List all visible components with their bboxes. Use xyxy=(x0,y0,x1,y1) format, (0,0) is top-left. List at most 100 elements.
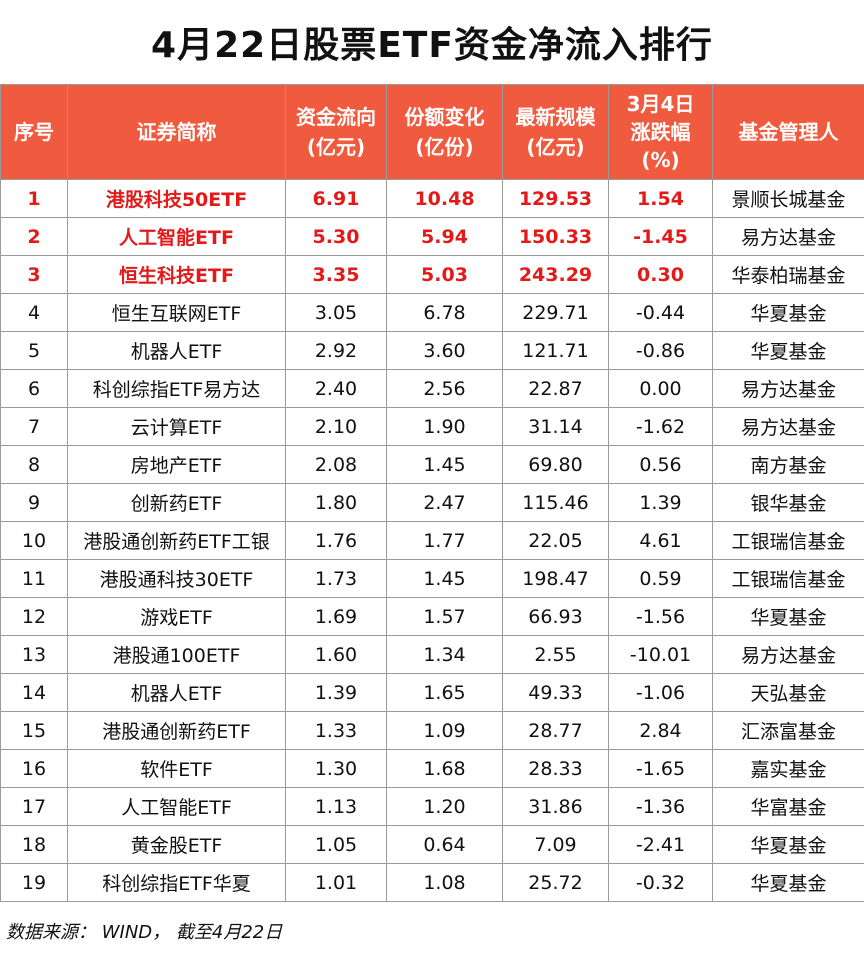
cell-seq: 17 xyxy=(0,787,68,826)
cell-seq: 12 xyxy=(0,597,68,636)
cell-manager: 工银瑞信基金 xyxy=(712,559,864,598)
cell-seq: 1 xyxy=(0,179,68,218)
cell-change: -1.36 xyxy=(608,787,713,826)
cell-scale: 28.77 xyxy=(502,711,609,750)
cell-scale: 121.71 xyxy=(502,331,609,370)
cell-scale: 115.46 xyxy=(502,483,609,522)
cell-flow: 2.08 xyxy=(285,445,387,484)
cell-name: 黄金股ETF xyxy=(67,825,286,864)
cell-share: 1.90 xyxy=(386,407,503,446)
cell-share: 3.60 xyxy=(386,331,503,370)
cell-share: 1.34 xyxy=(386,635,503,674)
cell-share: 1.20 xyxy=(386,787,503,826)
cell-change: 0.00 xyxy=(608,369,713,408)
cell-name: 创新药ETF xyxy=(67,483,286,522)
cell-share: 5.94 xyxy=(386,217,503,256)
table-row: 2 人工智能ETF 5.30 5.94 150.33 -1.45 易方达基金 xyxy=(0,217,864,256)
cell-manager: 华夏基金 xyxy=(712,331,864,370)
table-row: 9 创新药ETF 1.80 2.47 115.46 1.39 银华基金 xyxy=(0,483,864,522)
source-note: 数据来源： WIND， 截至4月22日 xyxy=(6,922,283,943)
header-change: 3月4日 涨跌幅 (%) xyxy=(608,84,713,180)
cell-name: 港股通创新药ETF工银 xyxy=(67,521,286,560)
cell-change: 1.39 xyxy=(608,483,713,522)
cell-flow: 1.60 xyxy=(285,635,387,674)
cell-seq: 3 xyxy=(0,255,68,294)
cell-manager: 易方达基金 xyxy=(712,407,864,446)
cell-name: 科创综指ETF华夏 xyxy=(67,863,286,902)
cell-scale: 229.71 xyxy=(502,293,609,332)
cell-name: 人工智能ETF xyxy=(67,787,286,826)
cell-scale: 22.05 xyxy=(502,521,609,560)
cell-seq: 14 xyxy=(0,673,68,712)
cell-share: 10.48 xyxy=(386,179,503,218)
cell-manager: 易方达基金 xyxy=(712,635,864,674)
cell-flow: 1.33 xyxy=(285,711,387,750)
cell-seq: 10 xyxy=(0,521,68,560)
cell-share: 1.45 xyxy=(386,559,503,598)
cell-name: 港股通创新药ETF xyxy=(67,711,286,750)
cell-change: -0.32 xyxy=(608,863,713,902)
cell-change: -1.62 xyxy=(608,407,713,446)
cell-change: -1.56 xyxy=(608,597,713,636)
cell-flow: 1.01 xyxy=(285,863,387,902)
table-row: 7 云计算ETF 2.10 1.90 31.14 -1.62 易方达基金 xyxy=(0,407,864,446)
table-row: 10 港股通创新药ETF工银 1.76 1.77 22.05 4.61 工银瑞信基金 xyxy=(0,521,864,560)
cell-flow: 1.73 xyxy=(285,559,387,598)
cell-manager: 天弘基金 xyxy=(712,673,864,712)
cell-flow: 3.05 xyxy=(285,293,387,332)
cell-change: 1.54 xyxy=(608,179,713,218)
cell-name: 恒生互联网ETF xyxy=(67,293,286,332)
table-row: 19 科创综指ETF华夏 1.01 1.08 25.72 -0.32 华夏基金 xyxy=(0,863,864,902)
cell-seq: 19 xyxy=(0,863,68,902)
cell-share: 5.03 xyxy=(386,255,503,294)
cell-seq: 8 xyxy=(0,445,68,484)
cell-share: 1.08 xyxy=(386,863,503,902)
cell-change: -2.41 xyxy=(608,825,713,864)
table-row: 11 港股通科技30ETF 1.73 1.45 198.47 0.59 工银瑞信基金 xyxy=(0,559,864,598)
cell-flow: 6.91 xyxy=(285,179,387,218)
cell-seq: 13 xyxy=(0,635,68,674)
cell-share: 2.56 xyxy=(386,369,503,408)
cell-name: 云计算ETF xyxy=(67,407,286,446)
cell-manager: 华夏基金 xyxy=(712,293,864,332)
cell-name: 人工智能ETF xyxy=(67,217,286,256)
cell-seq: 4 xyxy=(0,293,68,332)
cell-share: 1.77 xyxy=(386,521,503,560)
table-row: 6 科创综指ETF易方达 2.40 2.56 22.87 0.00 易方达基金 xyxy=(0,369,864,408)
cell-seq: 18 xyxy=(0,825,68,864)
cell-change: 2.84 xyxy=(608,711,713,750)
cell-seq: 11 xyxy=(0,559,68,598)
cell-flow: 3.35 xyxy=(285,255,387,294)
cell-flow: 1.39 xyxy=(285,673,387,712)
cell-share: 0.64 xyxy=(386,825,503,864)
cell-change: -0.86 xyxy=(608,331,713,370)
cell-manager: 华泰柏瑞基金 xyxy=(712,255,864,294)
table-row: 13 港股通100ETF 1.60 1.34 2.55 -10.01 易方达基金 xyxy=(0,635,864,674)
cell-change: -0.44 xyxy=(608,293,713,332)
cell-flow: 1.30 xyxy=(285,749,387,788)
cell-share: 1.65 xyxy=(386,673,503,712)
cell-manager: 景顺长城基金 xyxy=(712,179,864,218)
table-header-row: 序号 证券简称 资金流向 (亿元) 份额变化 (亿份) 最新规模 (亿元) 3月… xyxy=(0,84,864,180)
cell-scale: 66.93 xyxy=(502,597,609,636)
cell-scale: 49.33 xyxy=(502,673,609,712)
cell-manager: 华夏基金 xyxy=(712,863,864,902)
cell-scale: 129.53 xyxy=(502,179,609,218)
cell-name: 港股科技50ETF xyxy=(67,179,286,218)
cell-scale: 22.87 xyxy=(502,369,609,408)
page-title: 4月22日股票ETF资金净流入排行 xyxy=(151,25,713,66)
cell-scale: 243.29 xyxy=(502,255,609,294)
cell-change: -1.45 xyxy=(608,217,713,256)
cell-flow: 1.76 xyxy=(285,521,387,560)
table-row: 14 机器人ETF 1.39 1.65 49.33 -1.06 天弘基金 xyxy=(0,673,864,712)
header-flow: 资金流向 (亿元) xyxy=(285,84,387,180)
header-name: 证券简称 xyxy=(67,84,286,180)
cell-seq: 2 xyxy=(0,217,68,256)
table-row: 12 游戏ETF 1.69 1.57 66.93 -1.56 华夏基金 xyxy=(0,597,864,636)
cell-flow: 5.30 xyxy=(285,217,387,256)
cell-manager: 华夏基金 xyxy=(712,597,864,636)
cell-flow: 2.10 xyxy=(285,407,387,446)
cell-manager: 华夏基金 xyxy=(712,825,864,864)
cell-scale: 198.47 xyxy=(502,559,609,598)
cell-seq: 9 xyxy=(0,483,68,522)
